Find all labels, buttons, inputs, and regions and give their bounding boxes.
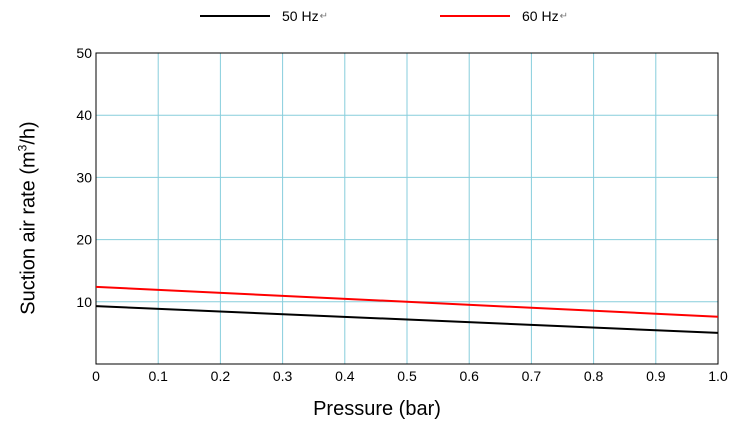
y-tick-label: 50 — [76, 45, 92, 61]
legend-mark-50hz: ↵ — [319, 10, 328, 22]
series-line-60hz — [95, 285, 719, 318]
series-line-50hz — [95, 305, 719, 334]
y-tick-label: 30 — [76, 169, 92, 185]
x-tick-label: 0.9 — [646, 368, 666, 384]
legend-label-50hz: 50 Hz — [282, 8, 319, 24]
x-tick-label: 0.8 — [584, 368, 604, 384]
x-tick-label: 0.1 — [148, 368, 168, 384]
x-tick-label: 0.7 — [522, 368, 542, 384]
legend-swatch-50hz — [200, 15, 270, 17]
x-tick-label: 0.4 — [335, 368, 355, 384]
y-tick-label: 40 — [76, 107, 92, 123]
x-tick-label: 1.0 — [708, 368, 728, 384]
legend-label-60hz: 60 Hz — [522, 8, 559, 24]
x-tick-label: 0.5 — [397, 368, 417, 384]
x-tick-label: 0.2 — [211, 368, 231, 384]
legend-item-50hz: 50 Hz ↵ — [200, 6, 328, 26]
x-tick-label: 0 — [92, 368, 100, 384]
legend-swatch-60hz — [440, 15, 510, 17]
x-tick-label: 0.6 — [459, 368, 479, 384]
x-axis-label: Pressure (bar) — [313, 398, 441, 420]
plot-frame — [95, 52, 719, 365]
legend-item-60hz: 60 Hz ↵ — [440, 6, 568, 26]
x-tick-label: 0.3 — [273, 368, 293, 384]
y-tick-label: 10 — [76, 294, 92, 310]
legend-mark-60hz: ↵ — [559, 10, 568, 22]
y-tick-label: 20 — [76, 232, 92, 248]
